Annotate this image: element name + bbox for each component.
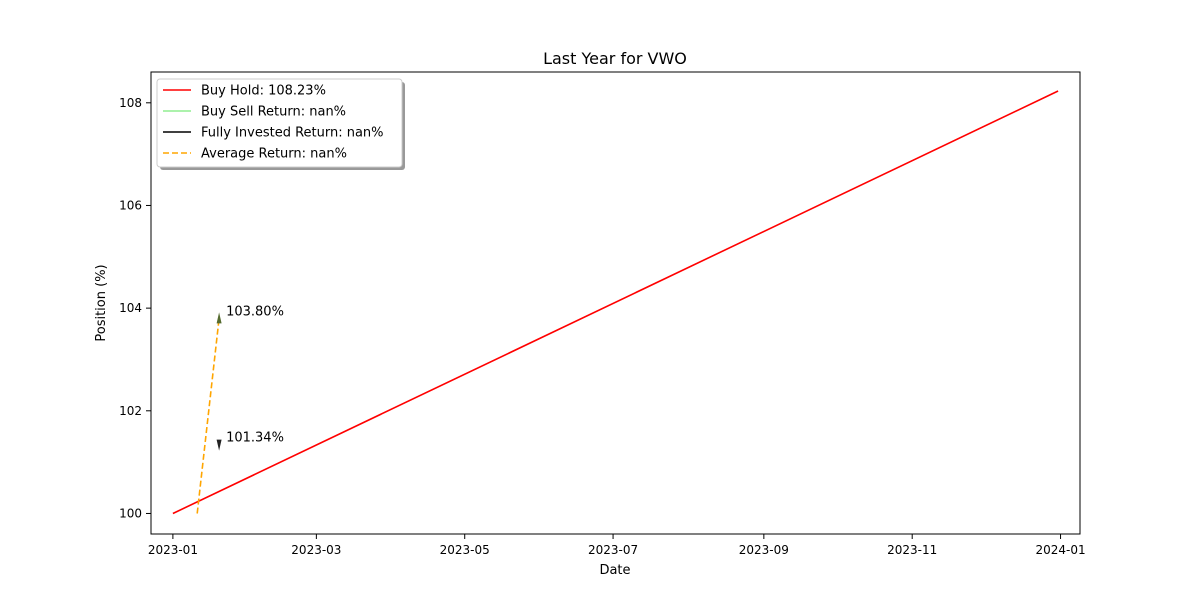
legend-box xyxy=(156,78,403,168)
y-tick-label: 106 xyxy=(119,198,142,212)
legend-label: Average Return: nan% xyxy=(201,147,347,162)
x-tick-label: 2023-05 xyxy=(440,543,490,557)
x-tick-label: 2023-01 xyxy=(148,543,198,557)
plot-frame xyxy=(150,71,1081,535)
legend: Buy Hold: 108.23% Buy Sell Return: nan% Fu… xyxy=(156,78,405,170)
x-tick-label: 2023-09 xyxy=(739,543,789,557)
y-axis-label: Position (%) xyxy=(94,264,109,341)
plot-area: 103.80% 101.34% xyxy=(172,90,1059,515)
annotation-marker xyxy=(216,439,222,451)
x-tick-label: 2024-01 xyxy=(1035,543,1085,557)
annotation-label: 103.80% xyxy=(226,304,284,319)
y-tick-label: 104 xyxy=(119,301,142,315)
y-tick-label: 108 xyxy=(119,96,142,110)
y-tick-label: 100 xyxy=(119,506,142,520)
series-line xyxy=(196,318,220,514)
chart-title: Last Year for VWO xyxy=(543,49,687,68)
legend-label: Buy Sell Return: nan% xyxy=(201,105,346,120)
x-tick-label: 2023-07 xyxy=(588,543,638,557)
x-tick-label: 2023-11 xyxy=(887,543,937,557)
x-tick-label: 2023-03 xyxy=(291,543,341,557)
x-axis: 2023-01 2023-03 2023-05 2023-07 2023-09 2023-… xyxy=(148,534,1086,557)
x-axis-label: Date xyxy=(599,563,630,578)
legend-label: Buy Hold: 108.23% xyxy=(201,84,326,99)
y-axis: 100 102 104 106 108 xyxy=(119,96,151,520)
legend-label: Fully Invested Return: nan% xyxy=(201,126,384,141)
annotation-label: 101.34% xyxy=(226,431,284,446)
annotation-marker xyxy=(216,312,222,324)
y-tick-label: 102 xyxy=(119,404,142,418)
series-line xyxy=(172,90,1059,515)
